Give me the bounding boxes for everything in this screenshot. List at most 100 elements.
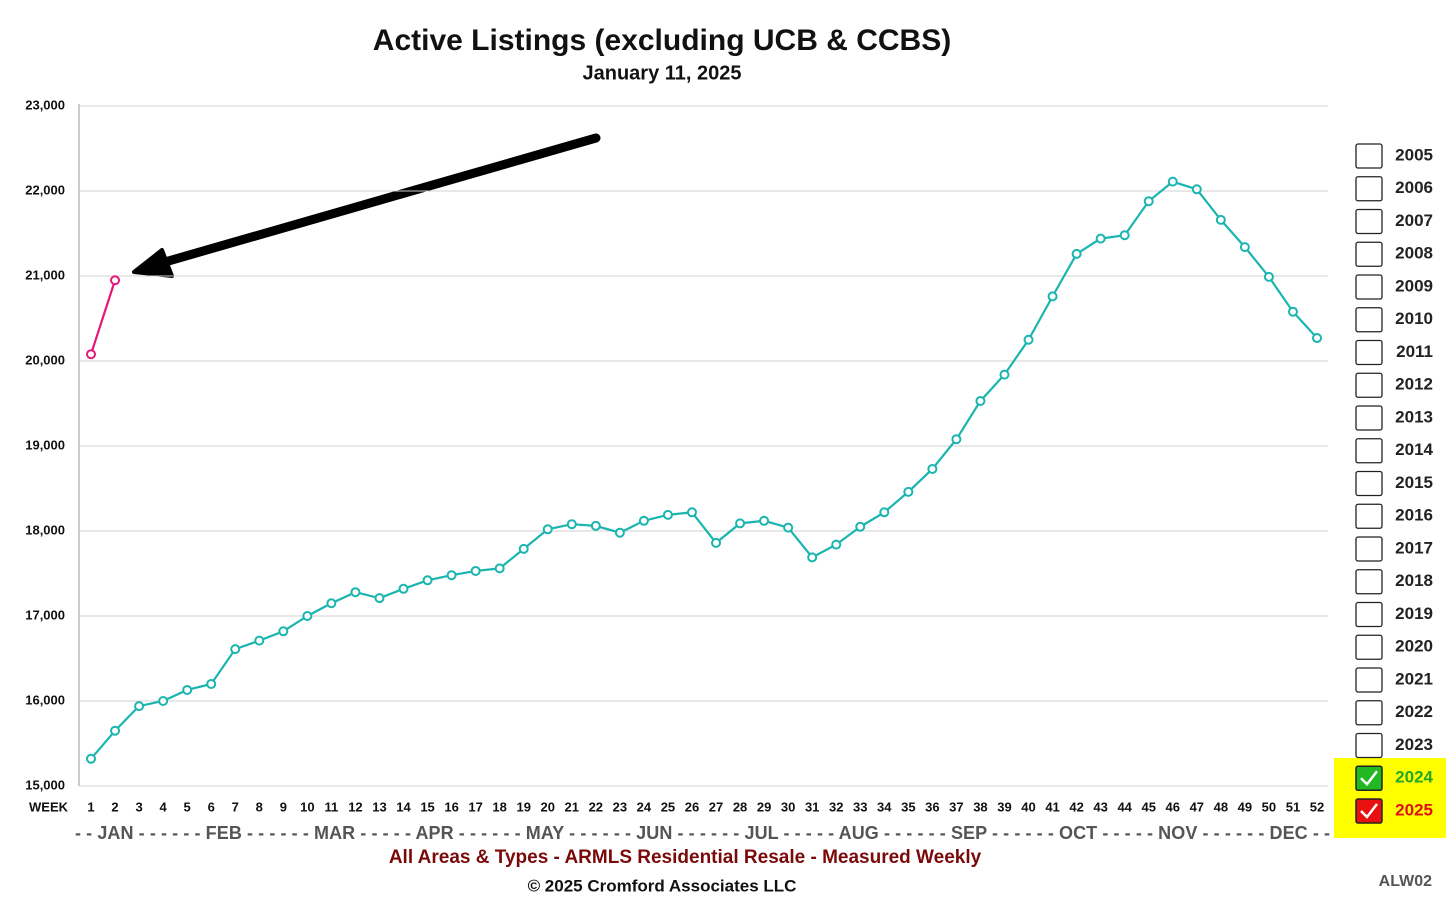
data-point [110, 725, 121, 736]
data-point [975, 395, 986, 406]
legend-label: 2011 [1396, 342, 1433, 361]
data-point [759, 515, 770, 526]
legend-checkbox[interactable] [1355, 470, 1383, 497]
x-axis-label: WEEK [29, 799, 69, 814]
data-point [1023, 334, 1034, 345]
caption: All Areas & Types - ARMLS Residential Re… [389, 847, 982, 868]
legend-label: 2022 [1395, 702, 1433, 721]
legend-checkbox[interactable] [1355, 241, 1383, 267]
legend-label: 2018 [1395, 571, 1433, 590]
x-tick-label: 37 [949, 799, 963, 814]
x-tick-label: 33 [853, 799, 867, 814]
x-tick-label: 11 [325, 799, 339, 814]
data-point [542, 524, 553, 535]
legend-checkbox[interactable] [1355, 143, 1383, 169]
x-tick-label: 22 [589, 799, 603, 814]
legend-label: 2020 [1395, 637, 1433, 656]
x-tick-label: 51 [1286, 799, 1300, 814]
legend-label: 2015 [1395, 473, 1433, 492]
y-tick-label: 16,000 [25, 692, 65, 707]
legend-checkbox[interactable] [1355, 339, 1383, 366]
legend-checkbox[interactable] [1355, 307, 1383, 333]
data-point [1047, 291, 1058, 302]
x-tick-label: 50 [1262, 799, 1276, 814]
data-point [422, 575, 433, 586]
x-tick-label: 7 [232, 799, 239, 814]
legend-checkbox[interactable] [1355, 765, 1383, 791]
x-tick-label: 36 [925, 799, 939, 814]
x-tick-label: 15 [420, 799, 434, 814]
legend-checkbox[interactable] [1355, 405, 1383, 431]
legend-checkbox[interactable] [1355, 208, 1383, 235]
data-point [1095, 233, 1106, 244]
legend-checkbox[interactable] [1355, 601, 1383, 628]
legend-highlight [1334, 758, 1446, 838]
y-tick-label: 22,000 [25, 182, 65, 197]
x-tick-label: 40 [1021, 799, 1035, 814]
x-tick-label: 44 [1117, 799, 1132, 814]
x-tick-label: 9 [280, 799, 287, 814]
x-tick-label: 10 [300, 799, 314, 814]
x-tick-label: 49 [1238, 799, 1252, 814]
x-tick-label: 19 [516, 799, 530, 814]
data-point [614, 527, 625, 538]
x-tick-label: 30 [781, 799, 795, 814]
x-tick-label: 46 [1166, 799, 1180, 814]
data-point [879, 507, 890, 518]
x-tick-label: 5 [184, 799, 191, 814]
legend-label: 2021 [1395, 669, 1433, 688]
legend-checkbox[interactable] [1355, 700, 1383, 726]
x-tick-label: 27 [709, 799, 723, 814]
annotation-arrow [132, 133, 601, 278]
data-point [86, 753, 96, 764]
legend-checkbox[interactable] [1355, 372, 1383, 398]
x-tick-label: 17 [468, 799, 482, 814]
grid [79, 105, 1328, 787]
x-tick-label: 39 [997, 799, 1011, 814]
legend-checkbox[interactable] [1355, 798, 1383, 824]
data-point [302, 611, 313, 621]
data-point [350, 587, 361, 598]
legend-checkbox[interactable] [1355, 438, 1383, 464]
data-point [1287, 306, 1298, 317]
copyright: © 2025 Cromford Associates LLC [528, 876, 797, 895]
data-point [735, 518, 746, 529]
legend-checkbox[interactable] [1355, 274, 1383, 300]
legend-checkbox[interactable] [1355, 176, 1383, 202]
data-point [158, 696, 169, 706]
data-point [398, 583, 409, 594]
data-point [1071, 248, 1082, 259]
data-point [1239, 242, 1250, 253]
y-tick-label: 17,000 [25, 607, 65, 622]
y-tick-label: 21,000 [25, 267, 65, 282]
month-strip: - - JAN - - - - - - FEB - - - - - - MAR … [75, 823, 1330, 843]
legend-checkbox[interactable] [1355, 536, 1383, 562]
data-point [134, 701, 145, 712]
legend-checkbox[interactable] [1355, 634, 1383, 660]
legend-checkbox[interactable] [1355, 569, 1383, 595]
data-point [1167, 176, 1178, 187]
legend-label: 2007 [1395, 211, 1433, 230]
legend-label: 2005 [1395, 145, 1433, 164]
legend-checkbox[interactable] [1355, 732, 1383, 759]
legend-label: 2023 [1395, 735, 1433, 754]
x-tick-label: 21 [565, 799, 579, 814]
x-tick-label: 13 [372, 799, 386, 814]
x-tick-label: 52 [1310, 799, 1324, 814]
data-point [206, 679, 217, 689]
legend-label: 2016 [1395, 506, 1433, 525]
legend-label: 2013 [1395, 407, 1433, 426]
x-tick-label: 1 [87, 799, 94, 814]
data-point [711, 537, 722, 548]
data-point [783, 522, 794, 533]
x-tick-label: 24 [637, 799, 652, 814]
chart-title: Active Listings (excluding UCB & CCBS) [373, 24, 951, 57]
x-tick-label: 45 [1141, 799, 1155, 814]
data-point [686, 507, 697, 518]
legend-checkbox[interactable] [1355, 503, 1383, 529]
y-tick-label: 18,000 [25, 522, 65, 537]
data-point [1312, 333, 1322, 344]
legend-checkmark [1360, 770, 1378, 787]
legend-checkbox[interactable] [1355, 667, 1383, 693]
x-tick-label: 12 [348, 799, 362, 814]
